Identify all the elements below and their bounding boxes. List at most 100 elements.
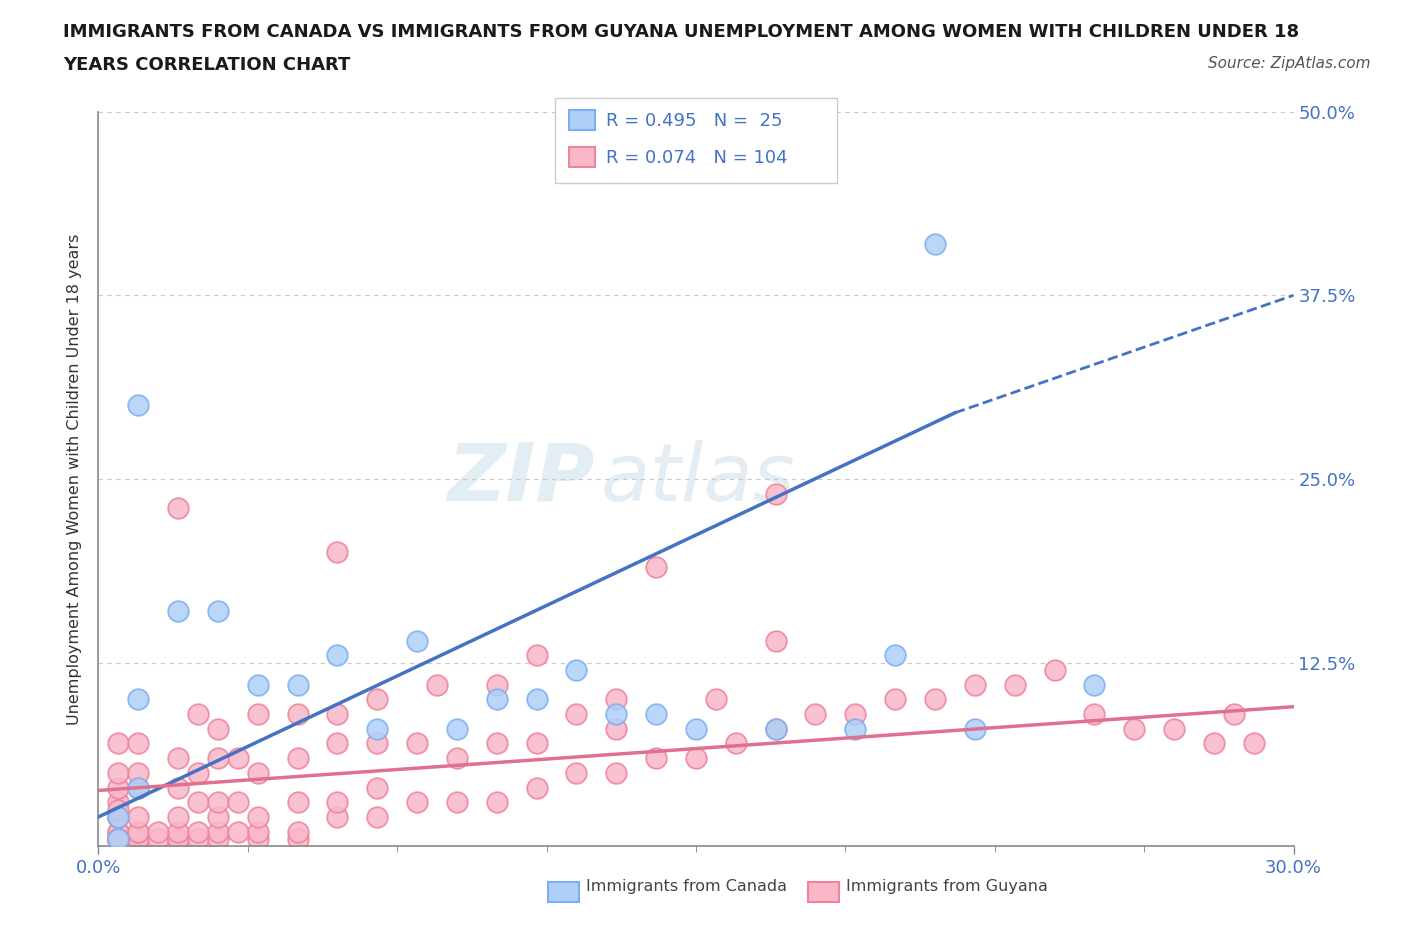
Point <box>107 736 129 751</box>
Point <box>1083 677 1105 692</box>
Point <box>765 486 787 501</box>
Point <box>366 736 388 751</box>
Point <box>107 831 129 846</box>
Point <box>107 831 129 846</box>
Text: Immigrants from Guyana: Immigrants from Guyana <box>846 879 1049 894</box>
Point <box>645 560 668 575</box>
Point <box>187 831 209 846</box>
Point <box>963 677 986 692</box>
Point <box>167 824 190 839</box>
Point <box>326 736 349 751</box>
Point <box>765 722 787 737</box>
Point <box>167 780 190 795</box>
Point <box>287 677 309 692</box>
Point <box>207 751 229 765</box>
Point <box>924 236 946 251</box>
Point <box>107 831 129 846</box>
Point <box>207 831 229 846</box>
Text: Source: ZipAtlas.com: Source: ZipAtlas.com <box>1208 56 1371 71</box>
Point <box>406 736 429 751</box>
Point <box>526 692 548 707</box>
Point <box>287 751 309 765</box>
Point <box>645 707 668 722</box>
Point <box>804 707 827 722</box>
Point <box>287 824 309 839</box>
Point <box>287 831 309 846</box>
Point <box>485 736 508 751</box>
Point <box>107 824 129 839</box>
Text: IMMIGRANTS FROM CANADA VS IMMIGRANTS FROM GUYANA UNEMPLOYMENT AMONG WOMEN WITH C: IMMIGRANTS FROM CANADA VS IMMIGRANTS FRO… <box>63 23 1299 41</box>
Point <box>526 736 548 751</box>
Point <box>1083 707 1105 722</box>
Point <box>406 795 429 810</box>
Point <box>446 722 468 737</box>
Point <box>127 780 149 795</box>
Point <box>207 795 229 810</box>
Point <box>685 722 707 737</box>
Point <box>884 692 907 707</box>
Point <box>107 802 129 817</box>
Point <box>246 824 269 839</box>
Point <box>605 765 627 780</box>
Point <box>326 809 349 824</box>
Point <box>565 765 588 780</box>
Point <box>207 809 229 824</box>
Point <box>565 707 588 722</box>
Point <box>127 780 149 795</box>
Point <box>485 677 508 692</box>
Point <box>704 692 727 707</box>
Point <box>167 604 190 618</box>
Point <box>605 707 627 722</box>
Text: ZIP: ZIP <box>447 440 595 518</box>
Point <box>326 545 349 560</box>
Point <box>426 677 449 692</box>
Point <box>1163 722 1185 737</box>
Point <box>1123 722 1146 737</box>
Point <box>246 831 269 846</box>
Point <box>246 707 269 722</box>
Point <box>127 398 149 413</box>
Point <box>844 707 866 722</box>
Point <box>765 633 787 648</box>
Point <box>148 824 170 839</box>
Point <box>127 824 149 839</box>
Point <box>226 824 249 839</box>
Point <box>107 765 129 780</box>
Point <box>287 707 309 722</box>
Point <box>226 751 249 765</box>
Point <box>924 692 946 707</box>
Point <box>246 765 269 780</box>
Text: atlas: atlas <box>600 440 796 518</box>
Point <box>107 831 129 846</box>
Text: YEARS CORRELATION CHART: YEARS CORRELATION CHART <box>63 56 350 73</box>
Point <box>127 765 149 780</box>
Point <box>366 809 388 824</box>
Point <box>1243 736 1265 751</box>
Point <box>187 824 209 839</box>
Point <box>1223 707 1246 722</box>
Point <box>406 633 429 648</box>
Point <box>207 722 229 737</box>
Text: R = 0.074   N = 104: R = 0.074 N = 104 <box>606 149 787 166</box>
Point <box>187 795 209 810</box>
Point <box>326 795 349 810</box>
Point <box>485 692 508 707</box>
Point <box>107 809 129 824</box>
Point <box>107 824 129 839</box>
Point <box>724 736 747 751</box>
Point <box>765 722 787 737</box>
Point <box>107 831 129 846</box>
Point <box>107 809 129 824</box>
Point <box>187 765 209 780</box>
Point <box>685 751 707 765</box>
Point <box>884 648 907 663</box>
Point <box>127 824 149 839</box>
Point <box>366 692 388 707</box>
Point <box>127 831 149 846</box>
Point <box>167 831 190 846</box>
Point <box>605 692 627 707</box>
Point <box>127 831 149 846</box>
Point <box>226 795 249 810</box>
Point <box>645 751 668 765</box>
Point <box>446 795 468 810</box>
